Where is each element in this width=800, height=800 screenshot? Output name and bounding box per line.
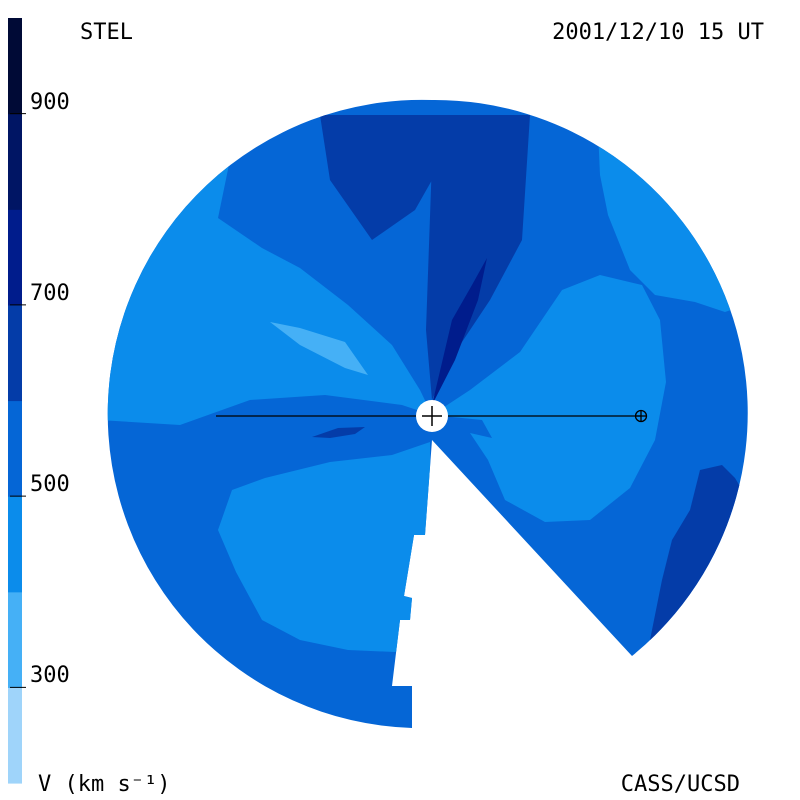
- color-tick-label-900: 900: [30, 89, 70, 115]
- timestamp-label: 2001/12/10 15 UT: [552, 20, 764, 45]
- color-tick-label-300: 300: [30, 663, 70, 689]
- unit-label: V (km s⁻¹): [38, 772, 171, 797]
- color-band-400-500: [8, 496, 22, 593]
- velocity-region-right-lobe: [432, 275, 666, 522]
- color-band-800-900: [8, 113, 22, 210]
- color-band-300-400: [8, 591, 22, 688]
- color-band-200-300: [8, 687, 22, 784]
- color-tick-label-700: 700: [30, 280, 70, 306]
- color-tick-label-500: 500: [30, 472, 70, 498]
- credit-label: CASS/UCSD: [620, 772, 740, 797]
- color-band-700-800: [8, 209, 22, 306]
- velocity-region-sliver: [312, 427, 365, 438]
- velocity-region-light-streak: [270, 322, 368, 375]
- velocity-region-spike: [432, 258, 487, 405]
- earth-symbol: [634, 409, 648, 423]
- color-band-900-1000: [8, 18, 22, 115]
- velocity-color-bar: [8, 18, 22, 784]
- color-bar-ticks: [10, 113, 26, 688]
- color-band-600-700: [8, 304, 22, 402]
- sun-marker: [416, 400, 448, 432]
- color-band-500-600: [8, 400, 22, 497]
- velocity-region-lower-left: [218, 442, 432, 652]
- observatory-label: STEL: [80, 20, 133, 45]
- velocity-region-top-dark: [320, 115, 530, 400]
